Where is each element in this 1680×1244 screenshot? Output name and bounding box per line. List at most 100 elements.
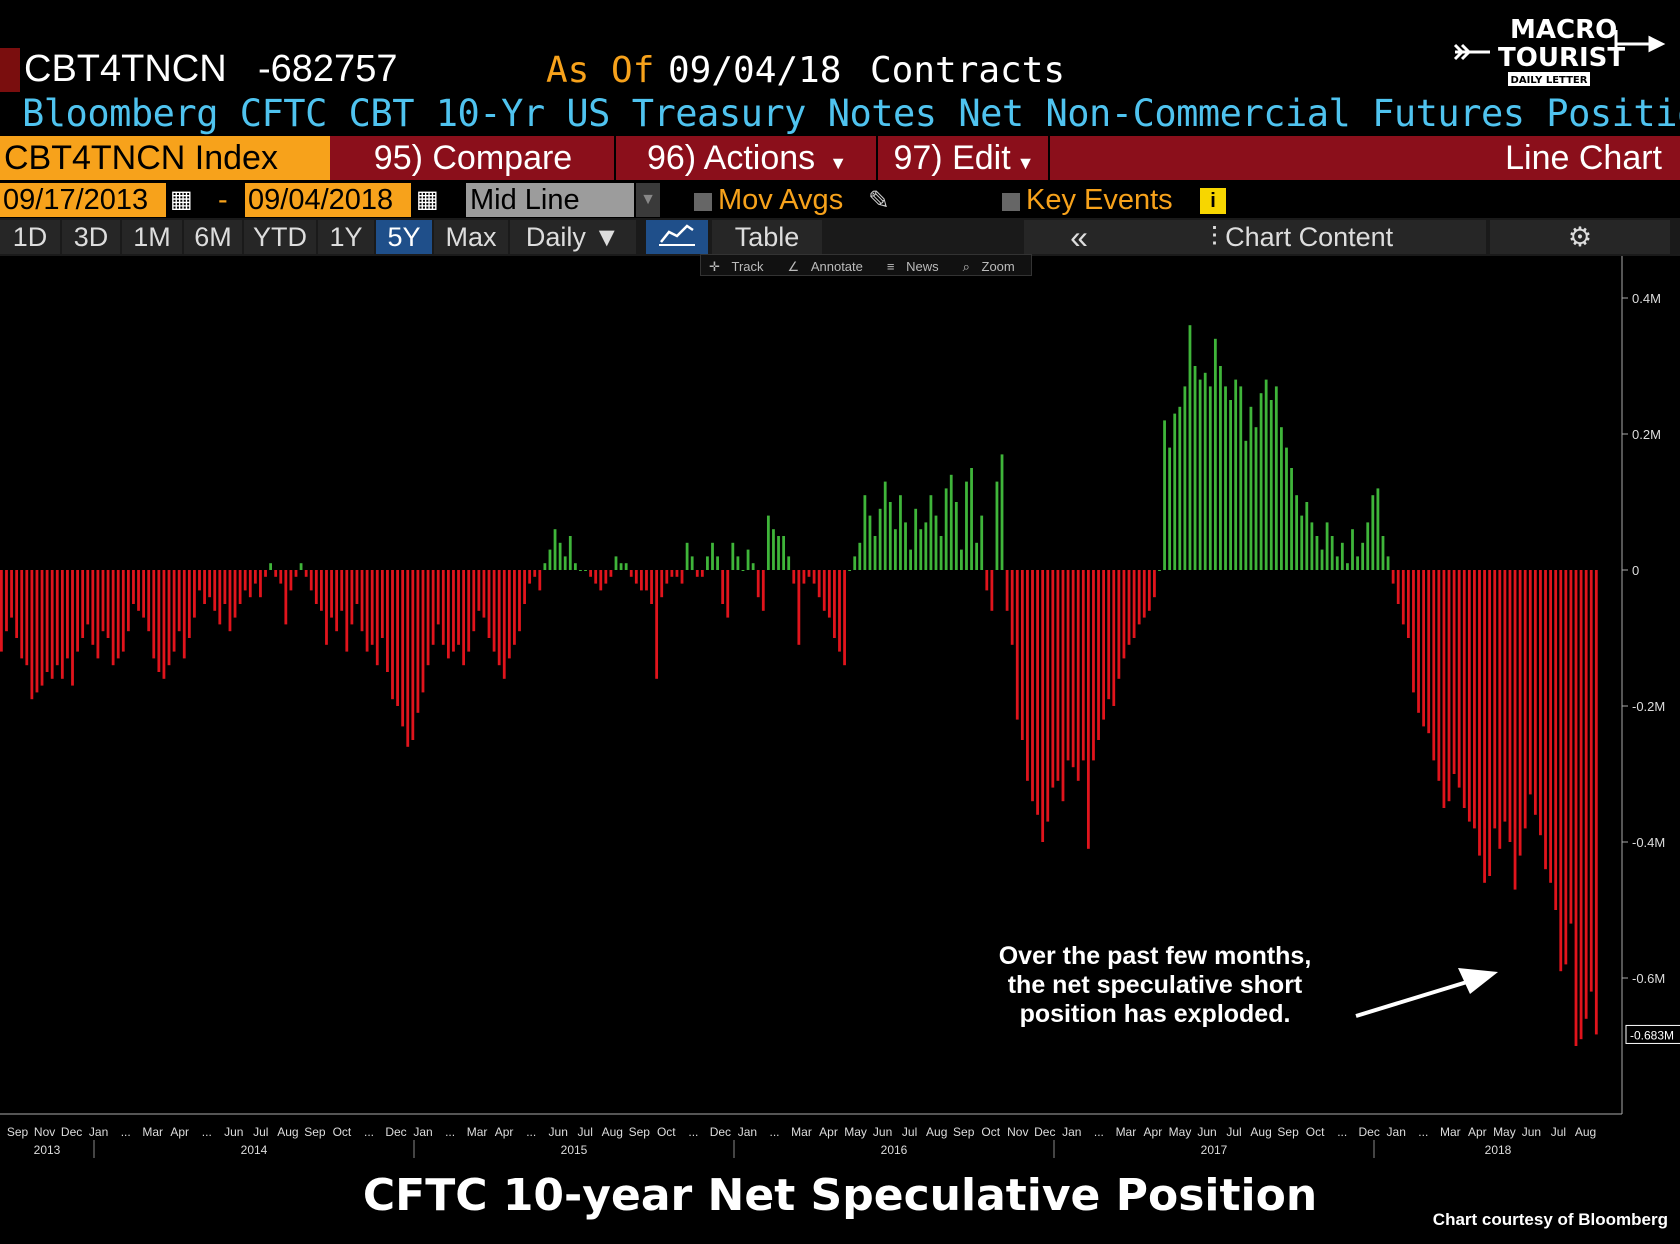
chevron-down-icon[interactable]: ▼: [636, 183, 660, 217]
range-5y[interactable]: 5Y: [376, 220, 432, 254]
bar: [1493, 570, 1497, 829]
bar: [848, 570, 852, 571]
bar: [1325, 522, 1329, 570]
bar: [1452, 570, 1456, 774]
bar: [873, 536, 877, 570]
bar: [660, 570, 664, 598]
chart-toolbar: ✛ Track ∠ Annotate ≡ News ⌕ Zoom: [700, 254, 1032, 276]
info-icon[interactable]: i: [1200, 188, 1226, 214]
bar: [807, 570, 811, 577]
bar: [965, 481, 968, 570]
calendar-icon[interactable]: ▦: [416, 186, 439, 213]
bar: [45, 570, 49, 672]
end-date-input[interactable]: 09/04/2018: [245, 183, 411, 217]
bar: [1498, 570, 1502, 849]
line-chart-icon[interactable]: [646, 220, 708, 254]
bar: [1594, 570, 1598, 1035]
x-tick-label: Dec: [1359, 1125, 1380, 1139]
last-value: -682757: [258, 48, 398, 90]
chart-type-label[interactable]: Line Chart: [1505, 139, 1662, 177]
collapse-icon[interactable]: «: [1024, 220, 1134, 254]
index-field[interactable]: CBT4TNCN Index: [0, 136, 330, 180]
pencil-icon[interactable]: ✎: [868, 185, 890, 215]
x-tick-label: Apr: [1468, 1125, 1487, 1139]
bar: [1163, 420, 1166, 570]
x-tick-label: Oct: [981, 1125, 1000, 1139]
edit-menu[interactable]: 97) Edit ▼: [880, 136, 1050, 180]
bar: [411, 570, 415, 740]
calendar-icon[interactable]: ▦: [170, 186, 193, 213]
bar: [1478, 570, 1481, 856]
range-1y[interactable]: 1Y: [318, 220, 374, 254]
frequency-select[interactable]: Daily ▼: [510, 220, 636, 254]
bar: [1081, 570, 1085, 761]
bar: [599, 570, 603, 591]
bar: [1005, 570, 1009, 611]
bar: [1183, 386, 1187, 570]
range-ytd[interactable]: YTD: [244, 220, 316, 254]
bar: [1244, 440, 1248, 570]
bar: [695, 570, 699, 577]
bar: [751, 563, 755, 570]
bar: [507, 570, 511, 659]
x-axis: Sep Nov Dec Jan... Mar Apr... Jun Jul Aug Sep Oct.…: [0, 1113, 1622, 1158]
bar: [833, 570, 836, 638]
bar: [1259, 393, 1263, 570]
bar: [1264, 379, 1268, 570]
bar: [1051, 570, 1055, 788]
zoom-tool[interactable]: ⌕ Zoom: [955, 255, 1031, 278]
bar: [756, 570, 760, 598]
mov-avgs-checkbox[interactable]: Mov Avgs: [694, 183, 843, 217]
bar: [193, 570, 196, 618]
x-tick-label: ...: [1337, 1125, 1347, 1139]
x-tick-label: Mar: [1440, 1125, 1461, 1139]
bar: [467, 570, 471, 652]
range-1d[interactable]: 1D: [0, 220, 60, 254]
bar: [1015, 570, 1019, 720]
bar: [573, 563, 577, 570]
x-tick-label: Aug: [277, 1125, 298, 1139]
bar: [233, 570, 237, 618]
start-date-input[interactable]: 09/17/2013: [0, 183, 166, 217]
tab-table[interactable]: Table: [712, 220, 822, 254]
bar: [152, 570, 156, 659]
annotate-tool[interactable]: ∠ Annotate: [780, 255, 879, 278]
bar: [335, 570, 339, 632]
range-max[interactable]: Max: [434, 220, 508, 254]
bar: [111, 570, 115, 666]
bar: [665, 570, 669, 584]
chart-content-button[interactable]: ⫶ Chart Content: [1118, 220, 1486, 254]
bar: [670, 570, 674, 577]
track-tool[interactable]: ✛ Track: [701, 255, 780, 278]
bar: [888, 502, 892, 570]
bar: [675, 570, 679, 577]
bar: [248, 570, 252, 598]
x-tick-label: May: [1493, 1125, 1516, 1139]
actions-menu[interactable]: 96) Actions ▼: [618, 136, 878, 180]
range-1m[interactable]: 1M: [122, 220, 182, 254]
macro-tourist-logo: MACRO TOURIST DAILY LETTER: [1450, 10, 1670, 90]
bar: [1396, 570, 1400, 604]
compare-button[interactable]: 95) Compare: [332, 136, 616, 180]
range-6m[interactable]: 6M: [184, 220, 242, 254]
bar: [1188, 325, 1192, 570]
bar: [1366, 522, 1370, 570]
bar: [893, 529, 897, 570]
chart-style-select[interactable]: Mid Line: [466, 183, 634, 217]
key-events-checkbox[interactable]: Key Events: [1002, 183, 1173, 217]
x-tick-label: Jan: [413, 1125, 432, 1139]
bar: [645, 570, 648, 591]
gear-icon[interactable]: ⚙: [1490, 220, 1670, 254]
x-tick-label: Jun: [1197, 1125, 1216, 1139]
bar: [883, 481, 887, 570]
bar: [1386, 556, 1390, 570]
bar: [50, 570, 54, 679]
x-tick-label: ...: [364, 1125, 374, 1139]
bar: [1554, 570, 1558, 910]
bar: [76, 570, 79, 652]
bar: [1137, 570, 1141, 625]
range-3d[interactable]: 3D: [62, 220, 120, 254]
chevron-down-icon: ▼: [1016, 153, 1035, 173]
news-tool[interactable]: ≡ News: [879, 255, 955, 278]
bar: [685, 542, 689, 570]
